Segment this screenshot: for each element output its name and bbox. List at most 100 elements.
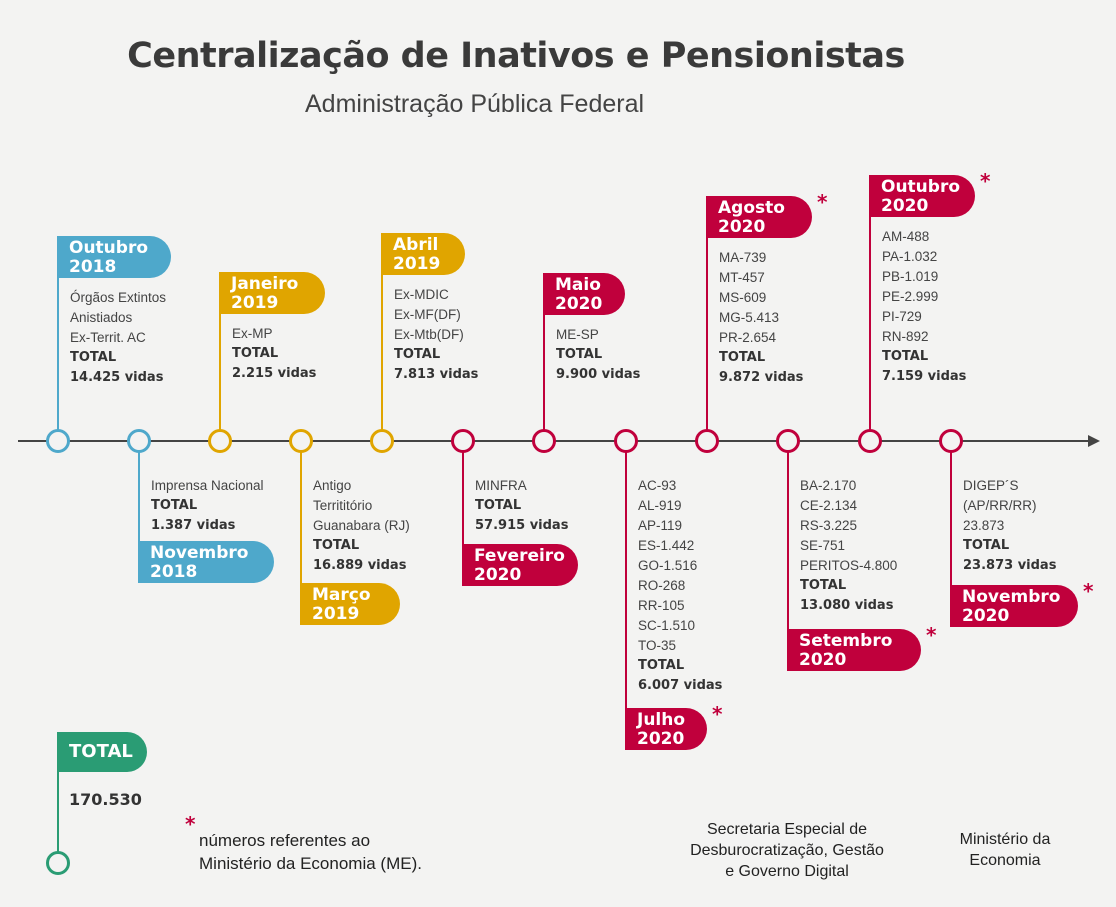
- event-total-label: TOTAL: [394, 347, 441, 362]
- event-item: AC-93: [638, 478, 677, 493]
- total-node: [46, 851, 70, 875]
- event-item: PI-729: [882, 309, 922, 324]
- event-month: Julho: [637, 710, 686, 730]
- event-total: 2.215 vidas: [232, 366, 317, 381]
- timeline-node: [370, 429, 394, 453]
- timeline-node: [858, 429, 882, 453]
- event-item: GO-1.516: [638, 558, 698, 573]
- event-stem: [57, 236, 59, 441]
- event-item: PR-2.654: [719, 330, 777, 345]
- event-year: 2020: [799, 650, 847, 670]
- event-year: 2020: [962, 606, 1010, 626]
- event-stem: [787, 441, 789, 671]
- event-item: DIGEP´S: [963, 478, 1019, 493]
- event-stem: [706, 196, 708, 441]
- event-item: Anistiados: [70, 310, 133, 325]
- event-item: CE-2.134: [800, 498, 858, 513]
- event-year: 2020: [474, 565, 522, 585]
- event-year: 2020: [718, 217, 766, 237]
- event-year: 2020: [881, 196, 929, 216]
- event-stem: [543, 273, 545, 441]
- total-stem: [57, 752, 59, 852]
- event-item: ME-SP: [556, 327, 599, 342]
- event-item: RR-105: [638, 598, 685, 613]
- event-item: Ex-Mtb(DF): [394, 327, 464, 342]
- event-total-label: TOTAL: [475, 498, 522, 513]
- event-year: 2019: [231, 293, 279, 313]
- event-item: MA-739: [719, 250, 767, 265]
- event-year: 2018: [69, 257, 117, 277]
- event-item: AL-919: [638, 498, 682, 513]
- event-item: Territitório: [313, 498, 373, 513]
- event-year: 2020: [637, 729, 685, 749]
- event-total-label: TOTAL: [70, 350, 117, 365]
- event-stem: [950, 441, 952, 627]
- event-total-label: TOTAL: [232, 346, 279, 361]
- event-details: DIGEP´S (AP/RR/RR) 23.873 TOTAL 23.873 vidas: [963, 476, 1056, 576]
- event-details: AC-93 AL-919 AP-119 ES-1.442 GO-1.516 RO-268 R…: [638, 476, 722, 696]
- event-item: Ex-MDIC: [394, 287, 449, 302]
- total-label: TOTAL: [69, 741, 133, 762]
- timeline-node: [451, 429, 475, 453]
- event-item: Antigo: [313, 478, 352, 493]
- asterisk-icon: *: [926, 623, 937, 647]
- event-month: Novembro: [962, 587, 1061, 607]
- event-item: Ex-MP: [232, 326, 273, 341]
- event-item: PB-1.019: [882, 269, 939, 284]
- event-item: PE-2.999: [882, 289, 939, 304]
- event-total: 9.872 vidas: [719, 370, 804, 385]
- event-item: Órgãos Extintos: [70, 290, 167, 305]
- event-details: AM-488 PA-1.032 PB-1.019 PE-2.999 PI-729 RN-8…: [882, 227, 966, 387]
- event-item: RO-268: [638, 578, 686, 593]
- event-details: Ex-MP TOTAL 2.215 vidas: [232, 324, 316, 384]
- event-total-label: TOTAL: [963, 538, 1010, 553]
- event-stem: [138, 441, 140, 583]
- event-flag-março-2019: Março 2019: [300, 583, 400, 625]
- event-item: SC-1.510: [638, 618, 696, 633]
- event-item: Ex-MF(DF): [394, 307, 461, 322]
- event-month: Maio: [555, 275, 601, 295]
- timeline-node: [532, 429, 556, 453]
- event-total-label: TOTAL: [719, 350, 766, 365]
- event-item: (AP/RR/RR): [963, 498, 1037, 513]
- event-item: Ex-Territ. AC: [70, 330, 146, 345]
- event-item: MINFRA: [475, 478, 527, 493]
- event-item: TO-35: [638, 638, 677, 653]
- asterisk-icon: *: [980, 169, 991, 193]
- event-total-label: TOTAL: [151, 498, 198, 513]
- event-total-label: TOTAL: [882, 349, 929, 364]
- timeline-node: [776, 429, 800, 453]
- event-item: AM-488: [882, 229, 930, 244]
- event-item: RS-3.225: [800, 518, 858, 533]
- event-details: BA-2.170 CE-2.134 RS-3.225 SE-751 PERITOS-4.…: [800, 476, 897, 616]
- event-stem: [869, 175, 871, 441]
- event-total: 7.813 vidas: [394, 367, 479, 382]
- event-flag-fevereiro-2020: Fevereiro 2020: [462, 544, 578, 586]
- total-flag: TOTAL: [57, 732, 147, 772]
- asterisk-icon: *: [1083, 579, 1094, 603]
- event-item: SE-751: [800, 538, 846, 553]
- event-flag-abril-2019: Abril 2019: [381, 233, 465, 275]
- footnote-star-icon: *: [185, 812, 196, 836]
- event-month: Novembro: [150, 543, 249, 563]
- event-total-label: TOTAL: [313, 538, 360, 553]
- footnote: números referentes ao Ministério da Econo…: [199, 831, 422, 873]
- footer-ministerio: Ministério da Economia: [959, 831, 1051, 869]
- event-month: Fevereiro: [474, 546, 565, 566]
- event-details: ME-SP TOTAL 9.900 vidas: [556, 325, 640, 385]
- event-details: Antigo Territitório Guanabara (RJ) TOTAL 16.…: [313, 476, 410, 576]
- event-flag-outubro-2020: Outubro 2020: [869, 175, 975, 217]
- event-year: 2020: [555, 294, 603, 314]
- event-item: MG-5.413: [719, 310, 780, 325]
- event-month: Janeiro: [231, 274, 299, 294]
- timeline-node: [614, 429, 638, 453]
- timeline-node: [289, 429, 313, 453]
- event-total: 13.080 vidas: [800, 598, 894, 613]
- event-stem: [462, 441, 464, 586]
- event-item: RN-892: [882, 329, 929, 344]
- event-flag-julho-2020: Julho 2020: [625, 708, 707, 750]
- event-total-label: TOTAL: [800, 578, 847, 593]
- event-flag-setembro-2020: Setembro 2020: [787, 629, 921, 671]
- event-total: 9.900 vidas: [556, 367, 641, 382]
